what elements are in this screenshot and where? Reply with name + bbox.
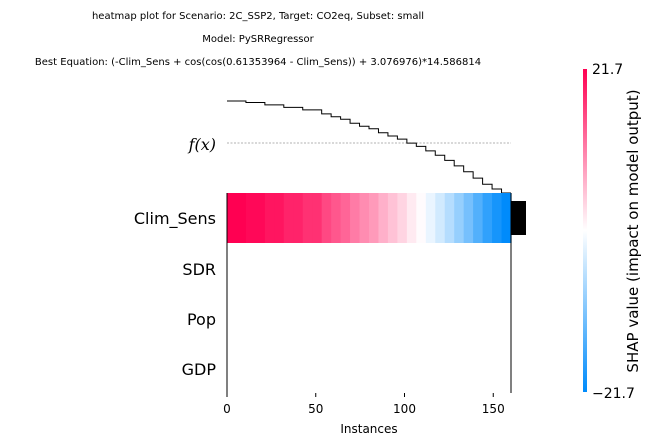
heatmap-cell [350, 193, 361, 243]
chart-subtitle-equation: Best Equation: (-Clim_Sens + cos(cos(0.6… [35, 57, 481, 68]
heatmap-cell [302, 193, 313, 243]
heatmap-cell [416, 193, 427, 243]
heatmap-cell [444, 193, 455, 243]
heatmap-cell [397, 193, 408, 243]
heatmap-cell [387, 193, 398, 243]
heatmap-cell [369, 193, 380, 243]
heatmap-cell [473, 193, 484, 243]
heatmap-cell [283, 193, 294, 243]
x-tick-label: 50 [308, 402, 323, 416]
heatmap-cell [293, 193, 304, 243]
heatmap-cell [236, 193, 247, 243]
colorbar-min-label: −21.7 [592, 386, 635, 402]
feature-importance-bars [511, 201, 526, 235]
heatmap-cell [331, 193, 342, 243]
feature-label-sdr: SDR [182, 260, 216, 279]
heatmap-cell [321, 193, 332, 243]
feature-label-clim-sens: Clim_Sens [134, 209, 216, 229]
x-axis-ticks: 0 50 100 150 [223, 393, 505, 416]
heatmap-cell [312, 193, 323, 243]
chart-title: heatmap plot for Scenario: 2C_SSP2, Targ… [92, 11, 424, 22]
fx-step-line [227, 100, 511, 194]
heatmap-cell [435, 193, 446, 243]
heatmap-cell [245, 193, 256, 243]
feature-label-pop: Pop [187, 310, 216, 329]
heatmap-cell [463, 193, 474, 243]
heatmap-cell [359, 193, 370, 243]
heatmap-cell [340, 193, 351, 243]
importance-bar-clim-sens [511, 201, 526, 235]
heatmap-cell [492, 193, 503, 243]
fx-label: f(x) [188, 135, 216, 154]
heatmap-cell [406, 193, 417, 243]
heatmap-cell [378, 193, 389, 243]
x-tick-label: 100 [393, 402, 416, 416]
heatmap-cells [227, 193, 512, 243]
chart-subtitle-model: Model: PySRRegressor [202, 34, 314, 45]
heatmap-cell [227, 193, 238, 243]
colorbar-max-label: 21.7 [592, 62, 623, 78]
heatmap-cell [501, 193, 512, 243]
heatmap-cell [274, 193, 285, 243]
colorbar-axis-label: SHAP value (impact on model output) [624, 89, 642, 372]
x-axis-label: Instances [340, 422, 397, 436]
heatmap-cell [264, 193, 275, 243]
heatmap-cell [454, 193, 465, 243]
x-tick-label: 150 [482, 402, 505, 416]
heatmap-cell [255, 193, 266, 243]
feature-label-gdp: GDP [182, 360, 217, 379]
x-tick-label: 0 [223, 402, 231, 416]
heatmap-cell [425, 193, 436, 243]
colorbar [583, 69, 587, 392]
heatmap-cell [482, 193, 493, 243]
